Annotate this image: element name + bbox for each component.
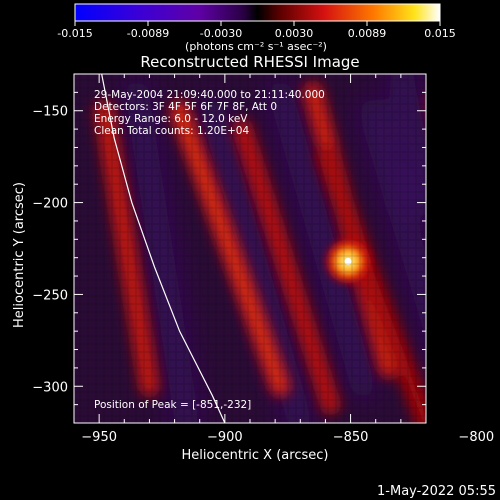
y-tick-label: −300: [32, 380, 68, 395]
pixel-grid: [74, 74, 426, 423]
y-axis-label: Heliocentric Y (arcsec): [12, 182, 27, 328]
colorbar-tick-label: 0.0089: [348, 27, 387, 40]
colorbar-tick-labels: -0.015 -0.0089 -0.0030 0.0030 0.0089 0.015: [57, 27, 455, 40]
x-axis-ticks: [73, 74, 427, 423]
colorbar-tick-label: -0.0030: [200, 27, 242, 40]
colorbar-tick-label: 0.0030: [275, 27, 314, 40]
x-tick-label: −850: [333, 430, 369, 445]
footer-date: 1-May-2022 05:55: [377, 484, 496, 499]
y-tick-label: −250: [32, 288, 68, 303]
info-annotations: 29-May-2004 21:09:40.000 to 21:11:40.000…: [94, 89, 325, 411]
y-tick-label: −200: [32, 197, 68, 212]
x-axis-tick-labels: −950 −900 −850 −800: [81, 430, 494, 445]
emission-ridge: [439, 102, 500, 387]
annotation-time-range: 29-May-2004 21:09:40.000 to 21:11:40.000: [94, 89, 325, 101]
colorbar-tick-label: -0.015: [57, 27, 92, 40]
annotation-clean-counts: Clean Total counts: 1.20E+04: [94, 125, 249, 137]
colorbar-tick-label: 0.015: [424, 27, 456, 40]
x-tick-label: −900: [207, 430, 243, 445]
y-axis-ticks: [74, 73, 426, 424]
x-axis-label: Heliocentric X (arcsec): [182, 448, 329, 463]
colorbar-ticks: [74, 21, 441, 26]
colorbar: [74, 3, 441, 22]
image-area: [74, 74, 500, 423]
x-tick-label: −800: [458, 430, 494, 445]
colorbar-tick-label: -0.0089: [127, 27, 169, 40]
y-tick-label: −150: [32, 105, 68, 120]
solar-limb: [101, 74, 226, 423]
plot-title: Reconstructed RHESSI Image: [140, 53, 359, 71]
annotation-peak-position: Position of Peak = [-851,-232]: [94, 399, 251, 411]
y-axis-tick-labels: −150 −200 −250 −300: [32, 105, 68, 396]
annotation-energy-range: Energy Range: 6.0 - 12.0 keV: [94, 113, 248, 125]
colorbar-units-label: (photons cm⁻² s⁻¹ asec⁻²): [185, 40, 327, 53]
emission-ridge-core: [439, 102, 500, 387]
annotation-detectors: Detectors: 3F 4F 5F 6F 7F 8F, Att 0: [94, 101, 277, 113]
x-tick-label: −950: [81, 430, 117, 445]
